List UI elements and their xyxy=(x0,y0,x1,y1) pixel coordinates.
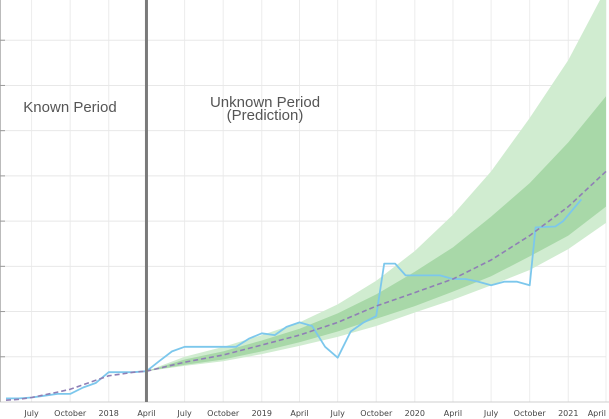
x-tick-label: 2018 xyxy=(99,409,119,418)
x-tick-label: April xyxy=(290,409,308,418)
x-tick-label: October xyxy=(360,409,393,418)
prediction-series-line xyxy=(5,170,607,401)
x-tick-label: July xyxy=(483,409,499,418)
x-tick-label: April xyxy=(137,409,155,418)
x-tick-label: July xyxy=(329,409,345,418)
x-tick-label: October xyxy=(514,409,547,418)
series-lines xyxy=(5,170,607,401)
x-tick-label: October xyxy=(207,409,240,418)
outer-prediction-band xyxy=(146,0,606,372)
known-period-label: Known Period xyxy=(23,99,117,116)
x-tick-label: April xyxy=(444,409,462,418)
x-tick-label: October xyxy=(54,409,87,418)
x-tick-label: 2021 xyxy=(558,409,578,418)
x-axis-ticks: July October 2018 April July October 2019 April… xyxy=(23,409,606,418)
prediction-label: (Prediction) xyxy=(226,107,304,124)
x-tick-label: 2019 xyxy=(252,409,272,418)
x-tick-label: July xyxy=(176,409,192,418)
unknown-period-label: Unknown Period xyxy=(209,94,321,111)
x-tick-label: April xyxy=(588,409,606,418)
x-tick-label: July xyxy=(23,409,39,418)
actual-series-line xyxy=(6,198,582,400)
x-tick-label: 2020 xyxy=(405,409,425,418)
